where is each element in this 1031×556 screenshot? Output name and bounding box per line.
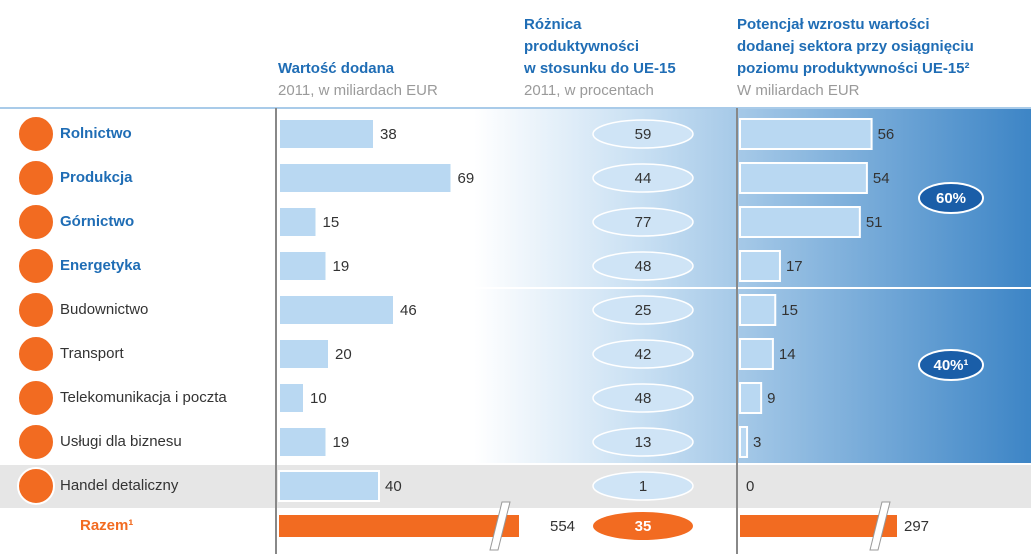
sector-icon xyxy=(17,335,55,373)
value-label: 19 xyxy=(333,258,350,275)
sector-icon xyxy=(17,423,55,461)
group-label: 60% xyxy=(936,190,966,207)
value-label: 3 xyxy=(753,434,761,451)
value-label: 51 xyxy=(866,214,883,231)
gap-label: 44 xyxy=(635,170,652,187)
gap-ellipse xyxy=(592,119,694,149)
sector-label: Górnictwo xyxy=(60,213,134,230)
group-badge xyxy=(918,182,984,214)
total-value: 297 xyxy=(904,518,929,535)
sector-icon xyxy=(17,379,55,417)
background xyxy=(0,108,1031,464)
value-label: 19 xyxy=(333,434,350,451)
bar xyxy=(739,118,873,150)
gap-ellipse xyxy=(592,295,694,325)
value-label: 0 xyxy=(746,478,754,495)
bar xyxy=(278,294,395,326)
gap-label: 77 xyxy=(635,214,652,231)
bar-break xyxy=(869,501,891,551)
sector-label: Budownictwo xyxy=(60,301,148,318)
gap-label: 48 xyxy=(635,390,652,407)
bar xyxy=(278,206,318,238)
group-label: 40%¹ xyxy=(933,357,968,374)
gap-label: 1 xyxy=(639,478,647,495)
gap-label: 13 xyxy=(635,434,652,451)
gap-ellipse xyxy=(592,207,694,237)
total-label: Razem¹ xyxy=(80,517,133,534)
value-label: 15 xyxy=(323,214,340,231)
gap-label: 59 xyxy=(635,126,652,143)
bar xyxy=(739,426,749,458)
gap-ellipse xyxy=(592,383,694,413)
value-label: 40 xyxy=(385,478,402,495)
bar-break xyxy=(489,501,511,551)
column-title: produktywności xyxy=(524,38,639,55)
column-subtitle: 2011, w procentach xyxy=(524,82,654,99)
column-title: w stosunku do UE-15 xyxy=(523,60,676,77)
bar xyxy=(739,162,868,194)
value-label: 14 xyxy=(779,346,796,363)
total-bar xyxy=(740,515,897,537)
sector-label: Transport xyxy=(60,345,124,362)
sector-icon xyxy=(17,115,55,153)
bar xyxy=(278,426,328,458)
column-title: Potencjał wzrostu wartości xyxy=(737,16,930,33)
bar xyxy=(739,250,781,282)
value-label: 17 xyxy=(786,258,803,275)
bar xyxy=(278,470,380,502)
value-label: 46 xyxy=(400,302,417,319)
bar xyxy=(278,250,328,282)
bar xyxy=(278,382,305,414)
bar xyxy=(739,338,774,370)
group-badge xyxy=(918,349,984,381)
sector-icon xyxy=(17,203,55,241)
sector-icon xyxy=(17,291,55,329)
column-title: Wartość dodana xyxy=(278,60,395,77)
gap-ellipse xyxy=(592,163,694,193)
gap-label: 42 xyxy=(635,346,652,363)
sector-icon xyxy=(17,247,55,285)
value-label: 56 xyxy=(878,126,895,143)
column-subtitle: W miliardach EUR xyxy=(737,82,860,99)
value-label: 15 xyxy=(781,302,798,319)
gap-ellipse xyxy=(592,471,694,501)
gap-ellipse xyxy=(592,339,694,369)
value-label: 69 xyxy=(458,170,475,187)
bar xyxy=(739,206,861,238)
total-gap: 35 xyxy=(635,518,652,535)
bar xyxy=(278,338,330,370)
column-subtitle: 2011, w miliardach EUR xyxy=(278,82,438,99)
bar xyxy=(278,118,375,150)
column-title: dodanej sektora przy osiągnięciu xyxy=(737,38,974,55)
total-bar xyxy=(279,515,519,537)
value-label: 9 xyxy=(767,390,775,407)
total-value: 554 xyxy=(550,518,575,535)
value-label: 20 xyxy=(335,346,352,363)
column-title: poziomu produktywności UE-15² xyxy=(737,60,970,77)
sector-label: Rolnictwo xyxy=(60,125,132,142)
value-label: 54 xyxy=(873,170,890,187)
sector-label: Energetyka xyxy=(60,257,142,274)
row-background xyxy=(0,464,1031,508)
bar xyxy=(278,162,453,194)
gap-label: 25 xyxy=(635,302,652,319)
sector-label: Telekomunikacja i poczta xyxy=(60,389,227,406)
gap-label: 48 xyxy=(635,258,652,275)
bar xyxy=(739,382,763,414)
total-ellipse xyxy=(593,512,693,540)
sector-icon xyxy=(17,467,55,505)
sector-label: Produkcja xyxy=(60,169,133,186)
value-label: 10 xyxy=(310,390,327,407)
gap-ellipse xyxy=(592,427,694,457)
value-label: 38 xyxy=(380,126,397,143)
sector-label: Handel detaliczny xyxy=(60,477,179,494)
sector-icon xyxy=(17,159,55,197)
sector-label: Usługi dla biznesu xyxy=(60,433,182,450)
gap-ellipse xyxy=(592,251,694,281)
bar xyxy=(739,294,777,326)
column-title: Różnica xyxy=(524,16,582,33)
